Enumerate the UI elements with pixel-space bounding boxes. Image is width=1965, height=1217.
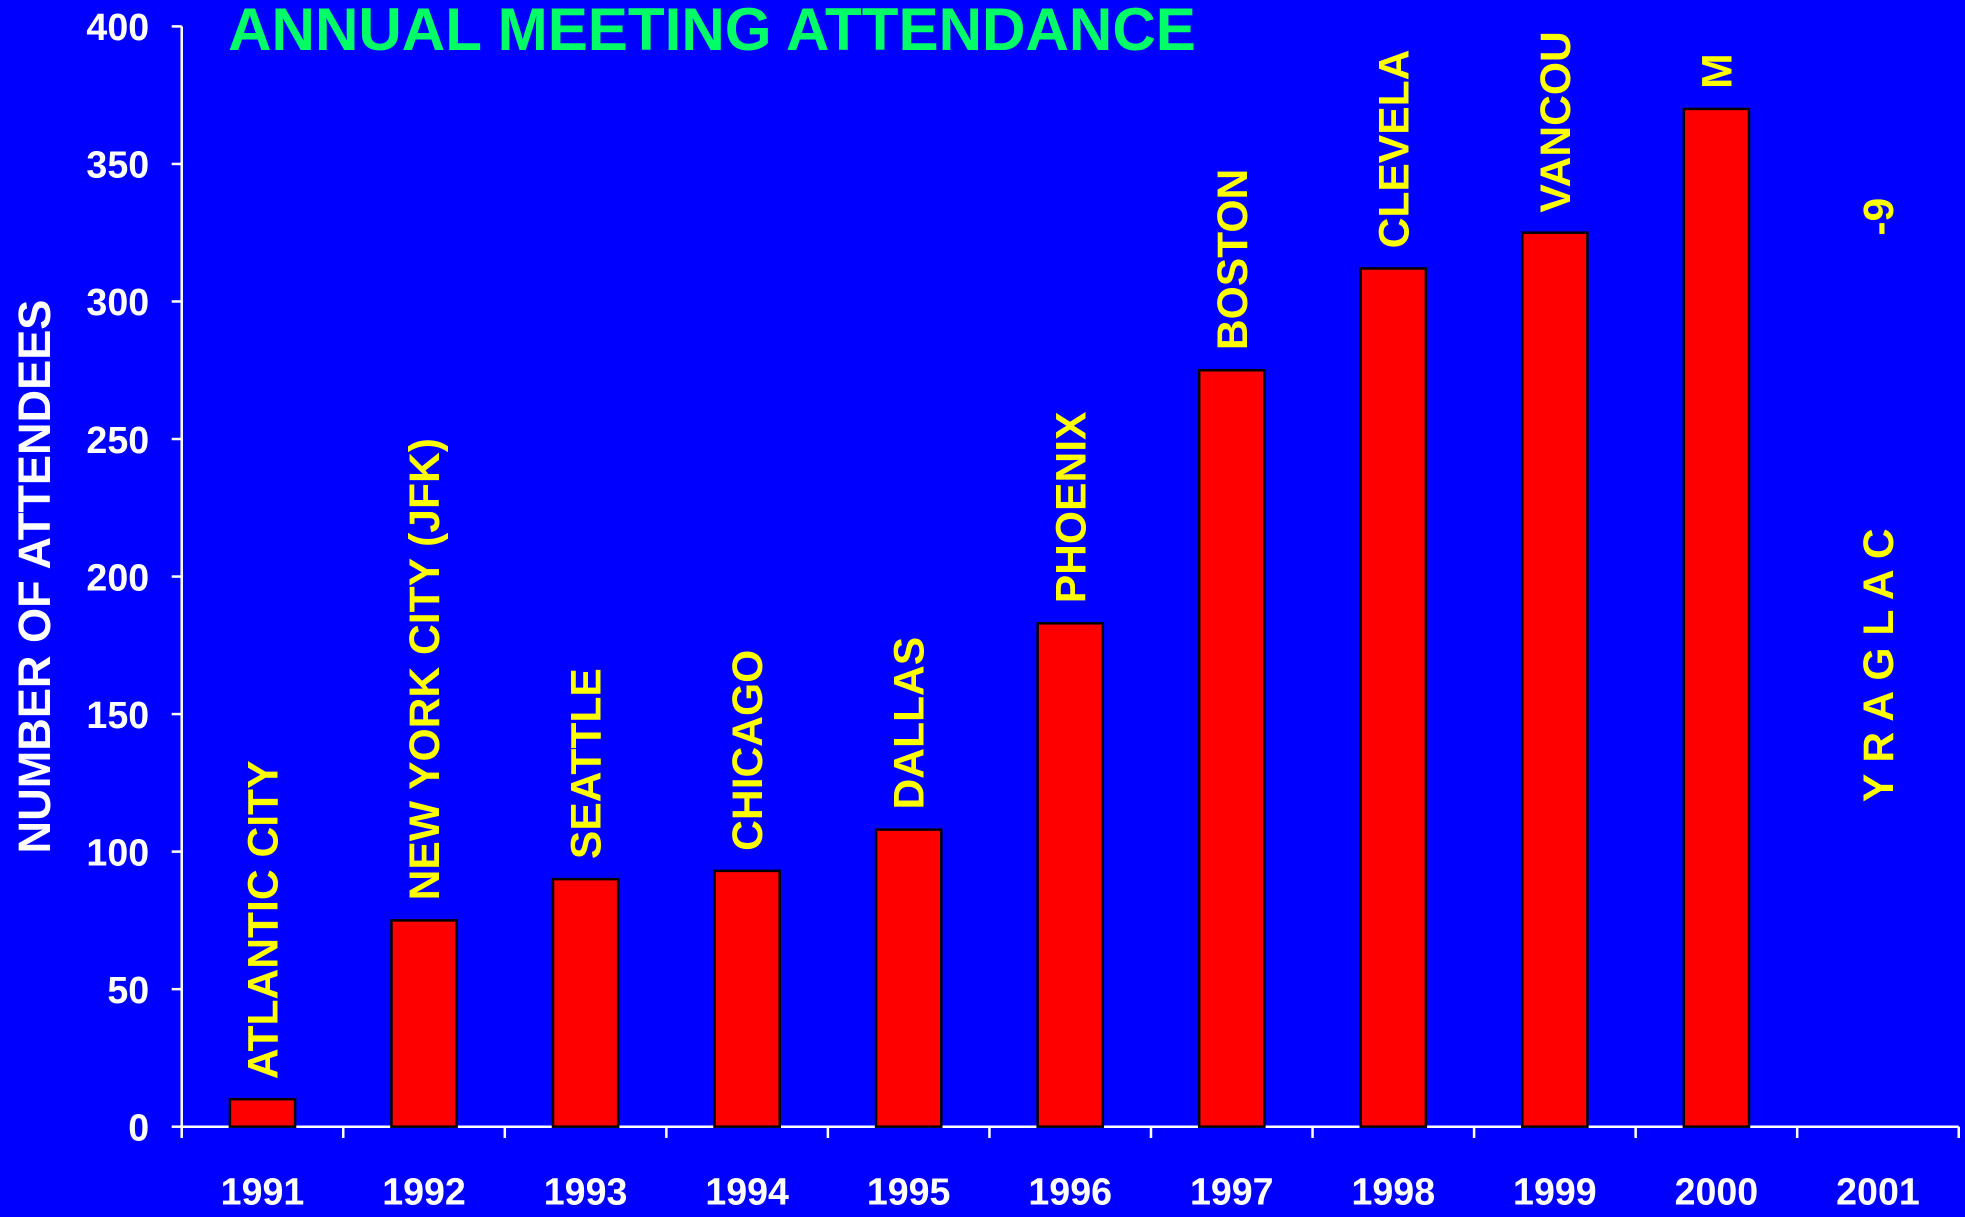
bar-city-label: VANCOU bbox=[1532, 31, 1580, 212]
y-tick-label: 150 bbox=[86, 694, 149, 736]
bar bbox=[228, 1097, 297, 1128]
y-tick-label: 250 bbox=[86, 419, 149, 461]
bar bbox=[1197, 368, 1266, 1128]
y-tick-label: 350 bbox=[86, 144, 149, 186]
bar bbox=[1036, 622, 1105, 1128]
bar-city-label: BOSTON bbox=[1209, 169, 1257, 350]
x-tick-label: 2001 bbox=[1836, 1170, 1920, 1212]
bar-city-label: DALLAS bbox=[886, 637, 934, 810]
x-tick-label: 1996 bbox=[1028, 1170, 1112, 1212]
bar-city-label: Y R A G L A C bbox=[1855, 528, 1903, 802]
x-tick-label: 1993 bbox=[544, 1170, 628, 1212]
bar bbox=[713, 869, 781, 1128]
y-tick-label: 300 bbox=[86, 281, 149, 323]
x-tick-label: 1999 bbox=[1513, 1170, 1597, 1212]
annotation: -9 bbox=[1855, 198, 1903, 236]
y-tick-label: 50 bbox=[107, 969, 149, 1011]
bar bbox=[1682, 107, 1751, 1128]
x-tick-label: 1994 bbox=[705, 1170, 789, 1212]
bar bbox=[1359, 267, 1428, 1128]
bar bbox=[551, 877, 620, 1128]
bar-city-label: ATLANTIC CITY bbox=[240, 761, 288, 1080]
x-tick-label: 1992 bbox=[382, 1170, 466, 1212]
y-axis-title: NUMBER OF ATTENDEES bbox=[9, 300, 60, 854]
x-tick-label: 1995 bbox=[867, 1170, 951, 1212]
x-tick-label: 1991 bbox=[221, 1170, 305, 1212]
bar-city-label: M bbox=[1693, 53, 1741, 88]
y-tick-label: 0 bbox=[128, 1106, 149, 1148]
bar-city-label: PHOENIX bbox=[1047, 411, 1095, 603]
y-tick-label: 200 bbox=[86, 556, 149, 598]
bar-city-label: NEW YORK CITY (JFK) bbox=[401, 438, 449, 900]
y-tick-label: 400 bbox=[86, 6, 149, 48]
chart-title: ANNUAL MEETING ATTENDANCE bbox=[228, 0, 1196, 63]
bar-city-label: CLEVELA bbox=[1370, 50, 1418, 249]
bar-city-label: CHICAGO bbox=[724, 650, 772, 851]
x-tick-label: 1997 bbox=[1190, 1170, 1274, 1212]
y-tick-label: 100 bbox=[86, 831, 149, 873]
bar bbox=[390, 919, 458, 1128]
x-tick-label: 1998 bbox=[1352, 1170, 1436, 1212]
bar bbox=[1521, 231, 1589, 1128]
x-tick-label: 2000 bbox=[1675, 1170, 1759, 1212]
bar bbox=[874, 828, 943, 1128]
bar-city-label: SEATTLE bbox=[563, 668, 611, 859]
